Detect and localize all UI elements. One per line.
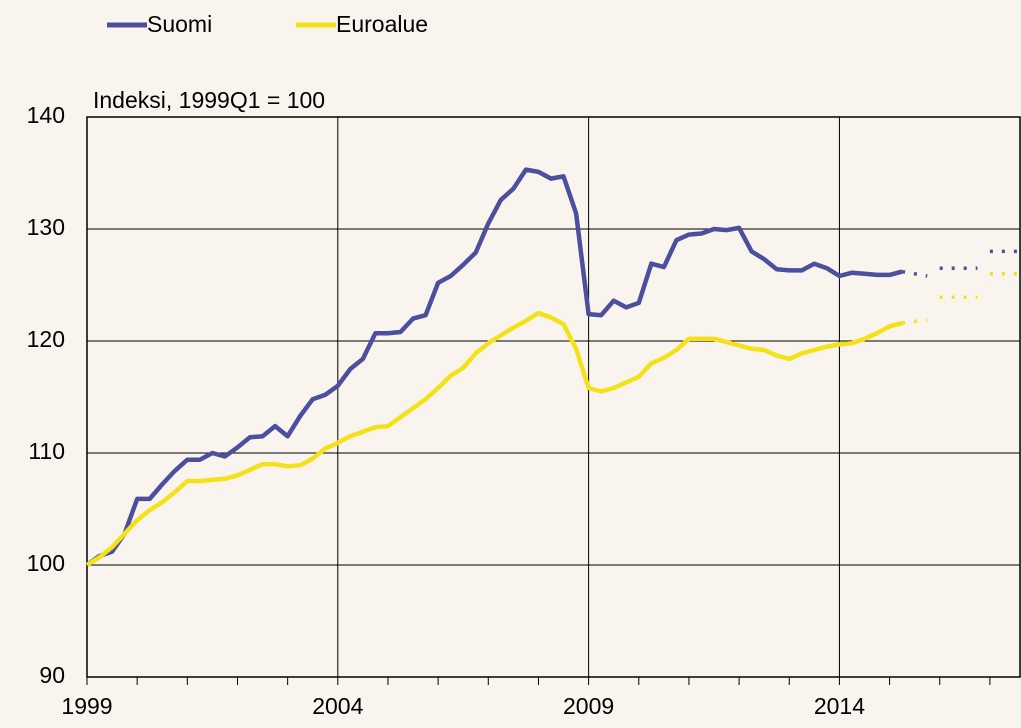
x-tick-label: 2009 <box>563 693 614 719</box>
y-tick-label: 120 <box>27 326 65 352</box>
x-tick-label: 1999 <box>61 693 112 719</box>
legend-label: Euroalue <box>336 11 428 37</box>
x-tick-label: 2004 <box>312 693 363 719</box>
y-tick-label: 100 <box>27 550 65 576</box>
line <box>85 310 903 567</box>
y-tick-label: 90 <box>39 662 65 688</box>
line <box>85 167 903 567</box>
forecast-line <box>901 249 1020 278</box>
y-tick-label: 140 <box>27 102 65 128</box>
axis-label: Indeksi, 1999Q1 = 100 <box>93 87 325 113</box>
y-tick-label: 130 <box>27 214 65 240</box>
forecast-line <box>901 272 1020 325</box>
x-tick-label: 2014 <box>814 693 865 719</box>
legend-label: Suomi <box>147 11 212 37</box>
y-tick-label: 110 <box>28 438 65 464</box>
plot-frame <box>86 116 1021 678</box>
